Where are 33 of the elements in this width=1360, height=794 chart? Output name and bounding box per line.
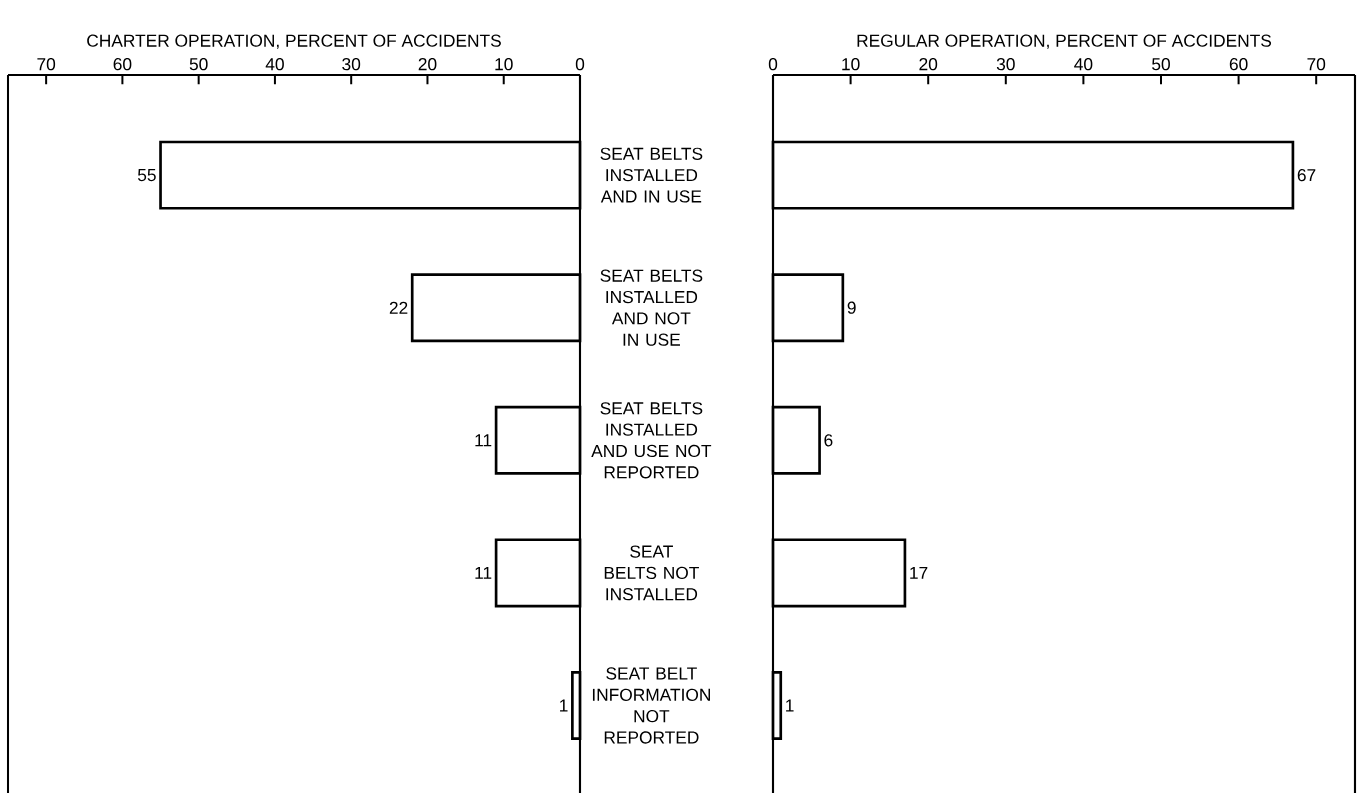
data-label: 22 [389, 301, 408, 314]
data-label: 17 [910, 566, 928, 579]
x-tick-label: 50 [189, 57, 208, 71]
y-tick-label: SEAT BELT INFORMATION NOT REPORTED [592, 667, 710, 744]
data-label: 6 [824, 434, 833, 447]
x-tick-label: 0 [575, 57, 585, 71]
x-tick-label: 0 [768, 57, 778, 71]
data-label: 9 [847, 301, 856, 314]
data-label: 11 [475, 434, 492, 447]
data-label: 1 [786, 699, 794, 712]
y-tick-label: SEAT BELTS NOT INSTALLED [604, 545, 699, 601]
x-tick-label: 40 [265, 57, 284, 71]
x-axis-title: CHARTER OPERATION, PERCENT OF ACCIDENTS [87, 34, 501, 49]
data-label: 67 [1297, 168, 1316, 182]
x-tick-label: 10 [842, 57, 860, 71]
y-tick-label: SEAT BELTS INSTALLED AND IN USE [600, 147, 703, 203]
x-tick-label: 20 [418, 57, 437, 71]
data-label: 1 [560, 699, 568, 712]
x-tick-label: 70 [1307, 57, 1326, 71]
y-tick-label: SEAT BELTS INSTALLED AND USE NOT REPORTED [591, 402, 712, 479]
x-tick-label: 30 [342, 57, 361, 71]
x-tick-label: 60 [1229, 57, 1248, 71]
x-tick-label: 50 [1152, 57, 1170, 71]
x-tick-label: 30 [996, 57, 1015, 71]
x-axis-title: REGULAR OPERATION, PERCENT OF ACCIDENTS [857, 34, 1272, 49]
data-label: 55 [137, 169, 156, 182]
y-tick-label: SEAT BELTS INSTALLED AND NOT IN USE [600, 269, 703, 346]
data-label: 11 [475, 566, 492, 579]
x-tick-label: 60 [113, 57, 132, 71]
x-tick-label: 40 [1074, 57, 1093, 71]
x-tick-label: 70 [37, 57, 56, 71]
x-tick-label: 20 [919, 57, 938, 71]
x-tick-label: 10 [495, 57, 513, 71]
